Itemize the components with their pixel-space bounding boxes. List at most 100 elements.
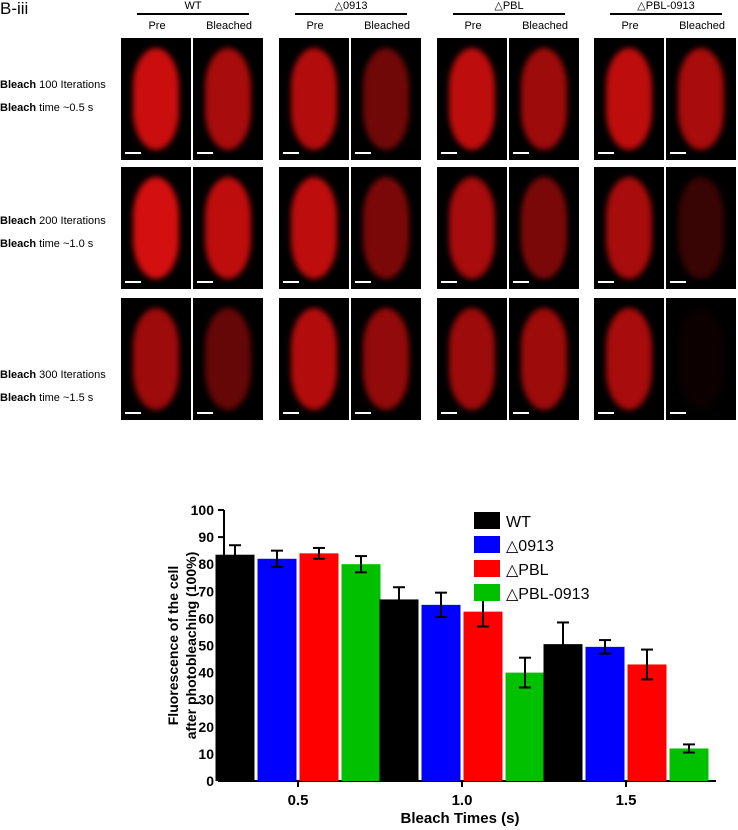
cell-fluorescence (521, 177, 567, 279)
y-tick-label: 70 (198, 583, 214, 599)
scale-bar (125, 152, 141, 154)
pre-cell-image (279, 298, 349, 420)
bleached-cell-image (351, 38, 421, 160)
pre-column-label: Pre (306, 20, 324, 32)
legend-label: △0913 (506, 538, 554, 555)
y-tick-label: 80 (198, 556, 214, 572)
pre-cell-image (121, 298, 191, 420)
scale-bar (283, 412, 299, 414)
legend-label: △PBL (506, 562, 549, 579)
legend-swatch (474, 584, 500, 601)
row-time-text: time ~1.0 s (36, 238, 94, 250)
cell-fluorescence (606, 177, 652, 279)
row-time-text: time ~0.5 s (36, 102, 94, 114)
cell-fluorescence (678, 177, 724, 279)
row-time-bold: Bleach (0, 238, 37, 250)
bleached-cell-image (509, 167, 579, 289)
y-tick-label: 40 (198, 665, 214, 681)
row-label-300: Bleach 300 Iterations Bleach time ~1.5 s (0, 368, 106, 405)
strain-title-underline (295, 13, 407, 15)
bleached-cell-image (351, 298, 421, 420)
cell-fluorescence (133, 177, 179, 279)
pre-cell-image (594, 38, 664, 160)
row-time-bold: Bleach (0, 392, 37, 404)
bar (341, 564, 381, 781)
x-tick-label: 0.5 (288, 792, 309, 809)
cell-fluorescence (449, 308, 495, 410)
legend-swatch (474, 560, 500, 577)
bleached-cell-image (666, 38, 736, 160)
bleached-cell-image (193, 298, 263, 420)
bleached-cell-image (666, 167, 736, 289)
pre-cell-image (121, 167, 191, 289)
scale-bar (598, 281, 614, 283)
scale-bar (283, 152, 299, 154)
bleached-cell-image (193, 167, 263, 289)
x-tick-label: 1.5 (616, 792, 637, 809)
row-iter-text: 100 Iterations (36, 79, 106, 91)
bleached-cell-image (193, 38, 263, 160)
bleached-cell-image (666, 298, 736, 420)
scale-bar (355, 152, 371, 154)
bleached-column-label: Bleached (206, 20, 252, 32)
row-time-bold: Bleach (0, 102, 37, 114)
pre-cell-image (437, 298, 507, 420)
y-tick-label: 30 (198, 692, 214, 708)
scale-bar (670, 152, 686, 154)
scale-bar (598, 152, 614, 154)
bar (627, 664, 667, 781)
cell-fluorescence (449, 177, 495, 279)
cell-fluorescence (606, 308, 652, 410)
y-tick-label: 10 (198, 746, 214, 762)
pre-cell-image (437, 167, 507, 289)
cell-fluorescence (363, 48, 409, 150)
bar (669, 748, 709, 781)
bar (463, 611, 503, 781)
bar (505, 672, 545, 781)
bar (299, 553, 339, 781)
cell-fluorescence (205, 48, 251, 150)
cell-fluorescence (291, 177, 337, 279)
bar (543, 644, 583, 781)
scale-bar (197, 412, 213, 414)
scale-bar (283, 281, 299, 283)
scale-bar (355, 412, 371, 414)
scale-bar (441, 281, 457, 283)
y-tick-label: 60 (198, 610, 214, 626)
x-tick-label: 1.0 (452, 792, 473, 809)
strain-title: △PBL (494, 0, 524, 12)
row-iter-bold: Bleach (0, 79, 37, 91)
cell-fluorescence (678, 48, 724, 150)
row-time-text: time ~1.5 s (36, 392, 94, 404)
scale-bar (513, 281, 529, 283)
pre-cell-image (121, 38, 191, 160)
panel-label: B-iii (0, 0, 29, 18)
bleached-column-label: Bleached (522, 20, 568, 32)
strain-title: WT (184, 0, 202, 12)
cell-fluorescence (521, 48, 567, 150)
legend-swatch (474, 536, 500, 553)
scale-bar (670, 281, 686, 283)
legend-label: △PBL-0913 (506, 586, 590, 603)
cell-fluorescence (363, 308, 409, 410)
cell-fluorescence (291, 48, 337, 150)
y-tick-label: 20 (198, 719, 214, 735)
bleached-column-label: Bleached (679, 20, 725, 32)
scale-bar (513, 412, 529, 414)
row-iter-bold: Bleach (0, 215, 37, 227)
cell-fluorescence (205, 177, 251, 279)
cell-fluorescence (449, 48, 495, 150)
pre-column-label: Pre (148, 20, 166, 32)
y-tick-label: 0 (206, 773, 214, 789)
scale-bar (197, 281, 213, 283)
bleached-cell-image (351, 167, 421, 289)
strain-title-underline (137, 13, 249, 15)
scale-bar (441, 152, 457, 154)
pre-column-label: Pre (621, 20, 639, 32)
strain-title: △PBL-0913 (637, 0, 695, 12)
y-tick-label: 90 (198, 529, 214, 545)
bleached-cell-image (509, 38, 579, 160)
cell-fluorescence (205, 308, 251, 410)
bleached-column-label: Bleached (364, 20, 410, 32)
cell-fluorescence (363, 177, 409, 279)
